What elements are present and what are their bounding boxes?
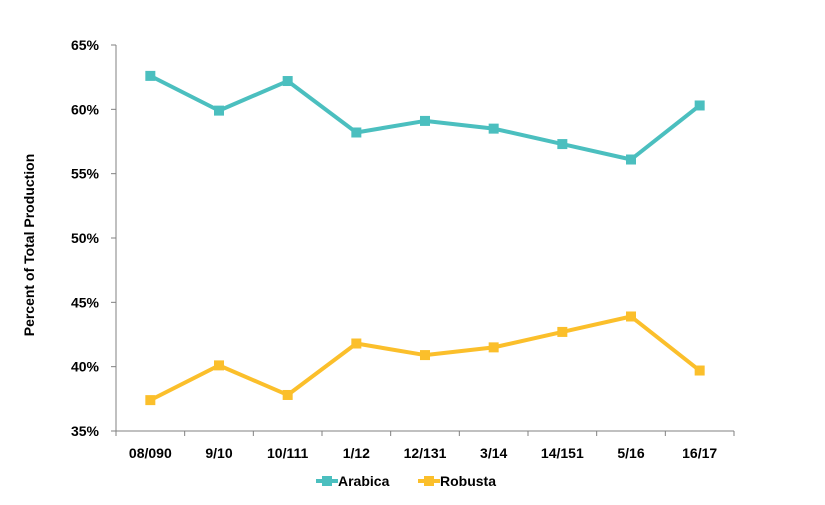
y-axis-title: Percent of Total Production [21,154,37,337]
robusta-point [420,350,430,361]
legend: Arabica Robusta [316,473,496,489]
series-layer [145,70,705,406]
legend-swatch-marker [424,476,434,486]
y-tick-label: 40% [71,359,100,375]
x-tick-label: 12/131 [404,445,447,461]
x-tick-label: 16/17 [682,445,717,461]
arabica-point [557,139,568,150]
x-tick-labels: 08/090 9/10 10/111 1/12 12/131 3/14 14/151 5/16… [129,445,717,461]
x-tick-label: 14/151 [541,445,584,461]
y-tick-label: 60% [71,101,100,117]
legend-item-arabica: Arabica [316,473,390,489]
x-tick-label: 3/14 [480,445,507,461]
legend-item-robusta: Robusta [418,473,496,489]
arabica-point [694,100,705,111]
x-tick-label: 08/090 [129,445,172,461]
axes [111,44,735,436]
robusta-point [557,326,568,337]
legend-label: Arabica [338,473,390,489]
x-tick-label: 1/12 [343,445,370,461]
y-tick-label: 65% [71,37,100,53]
robusta-point [488,342,499,353]
legend-label: Robusta [440,473,496,489]
series-robusta [145,311,705,406]
y-tick-label: 50% [71,230,100,246]
arabica-point [351,127,362,138]
y-tick-label: 55% [71,166,100,182]
arabica-point [420,115,430,126]
x-tick-label: 10/111 [267,445,308,461]
x-tick-label: 5/16 [617,445,644,461]
arabica-point [145,70,156,81]
arabica-point [214,105,224,116]
robusta-point [214,360,224,371]
series-arabica [145,70,705,165]
arabica-point [282,76,293,87]
robusta-point [694,365,705,376]
y-tick-label: 35% [71,423,100,439]
y-tick-label: 45% [71,294,100,310]
robusta-point [626,311,636,322]
arabica-point [488,123,499,134]
robusta-point [351,338,362,349]
y-tick-labels: 35% 40% 45% 50% 55% 60% 65% [71,37,100,439]
x-tick-label: 9/10 [205,445,232,461]
robusta-point [145,395,156,406]
legend-swatch-marker [322,476,332,486]
robusta-point [282,389,293,400]
arabica-point [626,154,636,165]
